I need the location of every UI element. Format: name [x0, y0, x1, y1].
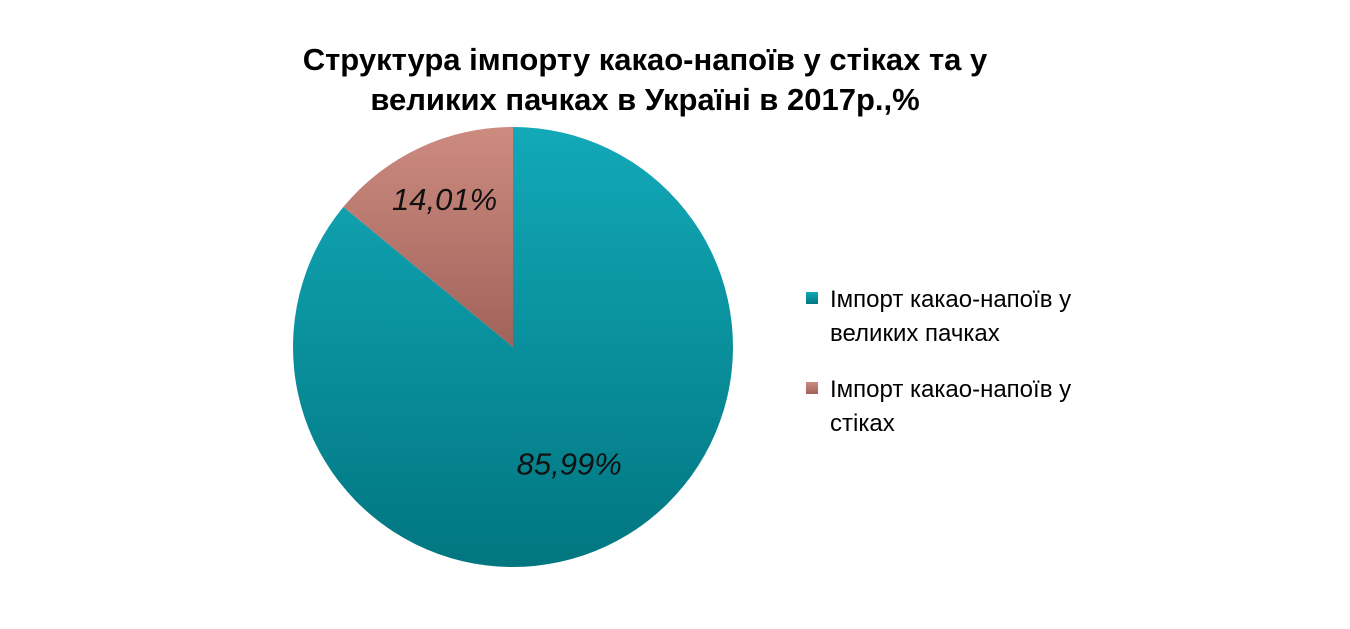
legend-item-large-packs: Імпорт какао-напоїв у великих пачках [806, 283, 1146, 351]
legend-item-sticks: Імпорт какао-напоїв у стіках [806, 373, 1146, 441]
legend-label-large-packs: Імпорт какао-напоїв у великих пачках [830, 286, 1072, 347]
pie-slice-sticks [343, 127, 513, 347]
pie-slices [293, 127, 733, 567]
data-label-sticks: 14,01% [392, 182, 497, 217]
legend-label-sticks: Імпорт какао-напоїв у стіках [830, 376, 1072, 437]
chart-title-line-1: Структура імпорту какао-напоїв у стіках … [302, 42, 988, 77]
legend-swatch-large-packs [806, 292, 818, 304]
pie-data-labels: 85,99% 14,01% [392, 182, 622, 482]
data-label-large-packs: 85,99% [517, 447, 622, 482]
chart-title: Структура імпорту какао-напоїв у стіках … [300, 40, 990, 120]
legend-swatch-sticks [806, 382, 818, 394]
chart-title-line-2: великих пачках в Україні в 2017р.,% [370, 82, 920, 117]
chart-legend: Імпорт какао-напоїв у великих пачках Імп… [806, 283, 1146, 463]
